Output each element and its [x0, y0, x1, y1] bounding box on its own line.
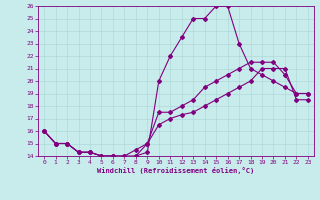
X-axis label: Windchill (Refroidissement éolien,°C): Windchill (Refroidissement éolien,°C): [97, 167, 255, 174]
